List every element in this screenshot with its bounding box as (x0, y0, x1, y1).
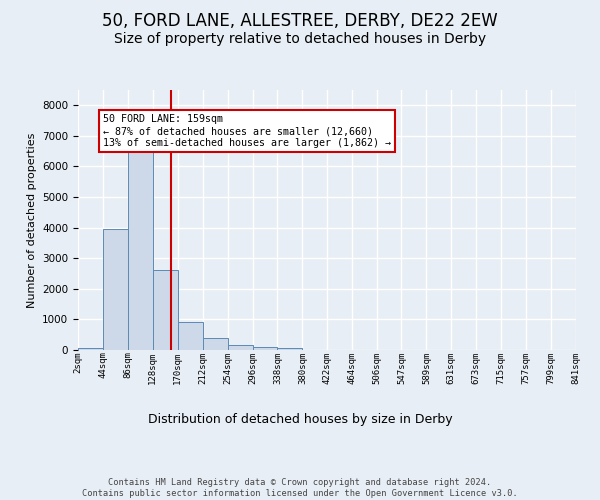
Bar (253, 347, 277, 350)
Text: 50 FORD LANE: 159sqm
← 87% of detached houses are smaller (12,660)
13% of semi-d: 50 FORD LANE: 159sqm ← 87% of detached h… (103, 114, 391, 148)
Text: Size of property relative to detached houses in Derby: Size of property relative to detached ho… (114, 32, 486, 46)
Bar (128, 151, 153, 350)
Bar (277, 348, 302, 350)
Text: Distribution of detached houses by size in Derby: Distribution of detached houses by size … (148, 412, 452, 426)
Text: 50, FORD LANE, ALLESTREE, DERBY, DE22 2EW: 50, FORD LANE, ALLESTREE, DERBY, DE22 2E… (102, 12, 498, 30)
Bar (103, 229, 128, 350)
Bar (203, 338, 227, 350)
Text: Contains HM Land Registry data © Crown copyright and database right 2024.
Contai: Contains HM Land Registry data © Crown c… (82, 478, 518, 498)
Bar (178, 322, 203, 350)
Bar (153, 270, 178, 350)
Y-axis label: Number of detached properties: Number of detached properties (26, 132, 37, 308)
Bar (78, 348, 103, 350)
Bar (227, 345, 253, 350)
